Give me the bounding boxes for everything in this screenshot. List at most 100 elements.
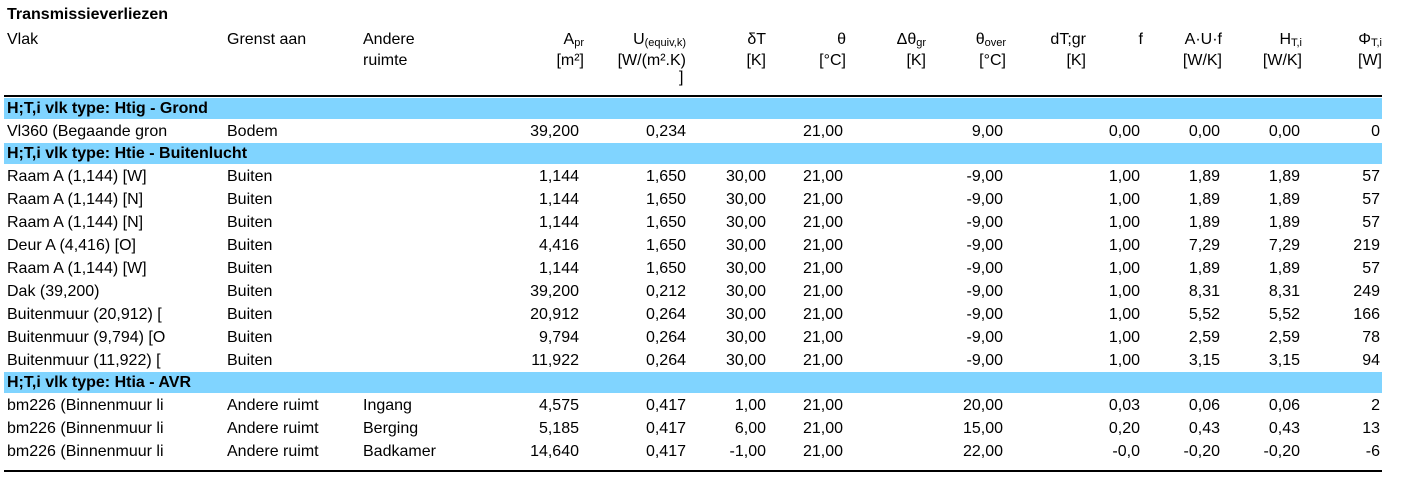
cell-f: 0,20 [1108,420,1140,437]
cell-delta-t: 30,00 [725,168,766,185]
cell-f: -0,0 [1112,443,1140,460]
cell-vlak: Deur A (4,416) [O] [7,237,136,254]
cell-theta-over: 15,00 [962,420,1003,437]
cell-u-equiv: 1,650 [645,260,686,277]
cell-u-equiv: 0,264 [645,306,686,323]
cell-phi-t-i: 78 [1362,329,1380,346]
cell-a-pr: 1,144 [538,168,579,185]
cell-a-u-f: 1,89 [1188,260,1220,277]
table-row: Buitenmuur (20,912) [Buiten 20,912 0,264 30… [0,303,1402,326]
cell-delta-theta-gr [860,188,926,211]
cell-theta: 21,00 [802,283,843,300]
cell-theta-over: -9,00 [966,306,1003,323]
cell-andere-ruimte [363,326,493,349]
cell-a-u-f: 3,15 [1188,352,1220,369]
group-header: H;T,i vlk type: Htia - AVR [4,372,1382,393]
cell-f: 1,00 [1108,191,1140,208]
cell-h-t-i: 5,52 [1268,306,1300,323]
cell-theta-over: -9,00 [966,168,1003,185]
header-delta-theta-gr: Δθgr [896,31,926,49]
cell-a-pr: 20,912 [530,306,579,323]
cell-delta-theta-gr [860,257,926,280]
cell-theta: 21,00 [802,191,843,208]
cell-h-t-i: 8,31 [1268,283,1300,300]
cell-u-equiv: 0,264 [645,352,686,369]
cell-vlak: Raam A (1,144) [W] [7,260,147,277]
cell-delta-theta-gr [860,303,926,326]
cell-theta-over: -9,00 [966,352,1003,369]
cell-andere-ruimte [363,188,493,211]
header-phi-t-i-unit: [W] [1358,52,1382,69]
cell-f: 1,00 [1108,329,1140,346]
cell-a-u-f: 1,89 [1188,214,1220,231]
cell-u-equiv: 1,650 [645,214,686,231]
cell-vlak: Buitenmuur (11,922) [ [7,352,161,369]
header-a-pr-unit: [m²] [556,52,584,69]
cell-h-t-i: 1,89 [1268,260,1300,277]
cell-dt-gr [1020,280,1086,303]
cell-theta-over: -9,00 [966,260,1003,277]
table-row: Buitenmuur (11,922) [Buiten 11,922 0,264 30… [0,349,1402,372]
table-row: Raam A (1,144) [N] Buiten 1,144 1,650 30,00 2… [0,211,1402,234]
cell-a-pr: 9,794 [538,329,579,346]
cell-delta-t: 30,00 [725,352,766,369]
cell-phi-t-i: 2 [1371,397,1380,414]
table-row: Buitenmuur (9,794) [O Buiten 9,794 0,264 30,… [0,326,1402,349]
cell-delta-theta-gr [860,326,926,349]
cell-u-equiv: 0,417 [645,420,686,437]
header-a-u-f-unit: [W/K] [1182,52,1222,69]
cell-dt-gr [1020,440,1086,463]
cell-grenst-aan: Andere ruimt [227,420,319,437]
cell-theta-over: 9,00 [971,123,1003,140]
table-row: Dak (39,200) Buiten 39,200 0,212 30,00 21,00 -… [0,280,1402,303]
cell-theta: 21,00 [802,123,843,140]
cell-theta: 21,00 [802,443,843,460]
cell-f: 0,00 [1108,123,1140,140]
cell-theta: 21,00 [802,214,843,231]
cell-a-u-f: 7,29 [1188,237,1220,254]
cell-phi-t-i: -6 [1365,443,1380,460]
cell-theta: 21,00 [802,306,843,323]
cell-delta-theta-gr [860,120,926,143]
cell-andere-ruimte [363,211,493,234]
cell-vlak: bm226 (Binnenmuur li [7,443,164,460]
cell-a-pr: 4,416 [538,237,579,254]
cell-a-pr: 39,200 [530,123,579,140]
cell-theta-over: -9,00 [966,283,1003,300]
cell-grenst-aan: Bodem [227,123,278,140]
cell-phi-t-i: 0 [1371,123,1380,140]
cell-vlak: bm226 (Binnenmuur li [7,420,164,437]
cell-a-pr: 1,144 [538,214,579,231]
cell-a-pr: 11,922 [531,352,579,369]
cell-a-u-f: 1,89 [1188,191,1220,208]
header-dt-gr-unit: [K] [1066,52,1086,69]
cell-grenst-aan: Buiten [227,237,273,254]
header-a-u-f: A·U·f [1184,31,1222,48]
cell-vlak: Buitenmuur (20,912) [ [7,306,162,323]
cell-dt-gr [1020,326,1086,349]
cell-u-equiv: 1,650 [645,191,686,208]
cell-delta-t: 30,00 [725,329,766,346]
header-rule [4,95,1382,97]
cell-h-t-i: 3,15 [1268,352,1300,369]
cell-theta-over: 20,00 [962,397,1003,414]
cell-a-u-f: 5,52 [1188,306,1220,323]
cell-delta-t: 30,00 [725,283,766,300]
cell-vlak: Raam A (1,144) [W] [7,168,147,185]
table-row: Raam A (1,144) [W] Buiten 1,144 1,650 30,00 2… [0,257,1402,280]
cell-grenst-aan: Buiten [227,329,273,346]
cell-dt-gr [1020,417,1086,440]
cell-theta: 21,00 [802,237,843,254]
cell-phi-t-i: 57 [1362,191,1380,208]
header-theta-over: θover [975,31,1006,49]
cell-h-t-i: 1,89 [1268,214,1300,231]
cell-delta-theta-gr [860,417,926,440]
cell-grenst-aan: Buiten [227,260,273,277]
header-theta-over-unit: [°C] [979,52,1006,69]
header-vlak: Vlak [7,31,39,48]
cell-phi-t-i: 13 [1362,420,1380,437]
cell-u-equiv: 0,417 [645,443,686,460]
cell-f: 1,00 [1108,260,1140,277]
header-dt-gr: dT;gr [1050,31,1086,48]
cell-vlak: Raam A (1,144) [N] [7,191,144,208]
